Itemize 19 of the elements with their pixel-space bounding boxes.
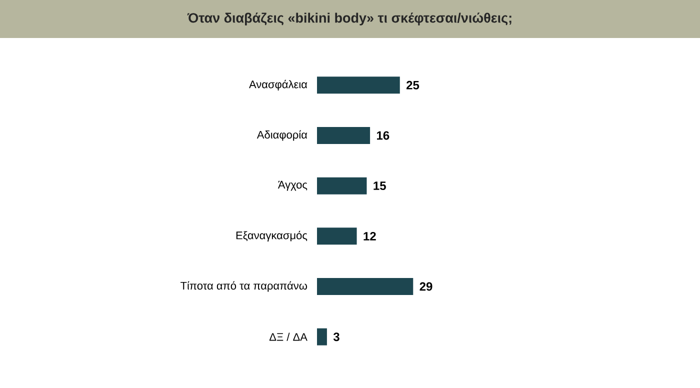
data-label: 25: [406, 80, 420, 90]
data-label: 3: [333, 332, 340, 342]
y-tick-label: ΔΞ / ΔΑ: [269, 332, 308, 341]
y-tick-label: Ανασφάλεια: [249, 80, 308, 90]
bar: [317, 177, 367, 194]
y-tick-label: Άγχος: [278, 180, 308, 191]
bar: [317, 76, 400, 94]
bar: [317, 228, 357, 245]
bar: [317, 328, 327, 346]
data-label: 15: [374, 182, 386, 190]
y-tick-label: Τίποτα από τα παραπάνω: [180, 281, 308, 292]
data-label: 12: [364, 232, 376, 240]
data-label: 16: [377, 131, 390, 140]
chart-title: Όταν διαβάζεις «bikini body» τι σκέφτεσαι/νιώθεις;: [187, 12, 512, 26]
bar: [317, 278, 414, 295]
data-label: 29: [420, 282, 432, 291]
y-tick-label: Αδιαφορία: [256, 130, 308, 141]
y-tick-label: Εξαναγκασμός: [236, 230, 308, 242]
bar: [317, 127, 370, 144]
